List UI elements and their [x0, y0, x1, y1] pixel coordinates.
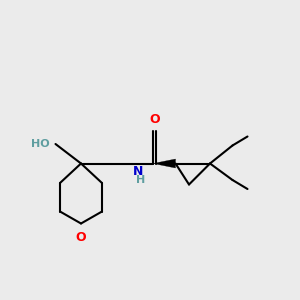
Text: HO: HO: [31, 139, 50, 149]
Polygon shape: [153, 159, 176, 168]
Text: O: O: [76, 231, 86, 244]
Text: N: N: [133, 165, 143, 178]
Text: O: O: [149, 113, 160, 126]
Text: H: H: [136, 175, 145, 185]
